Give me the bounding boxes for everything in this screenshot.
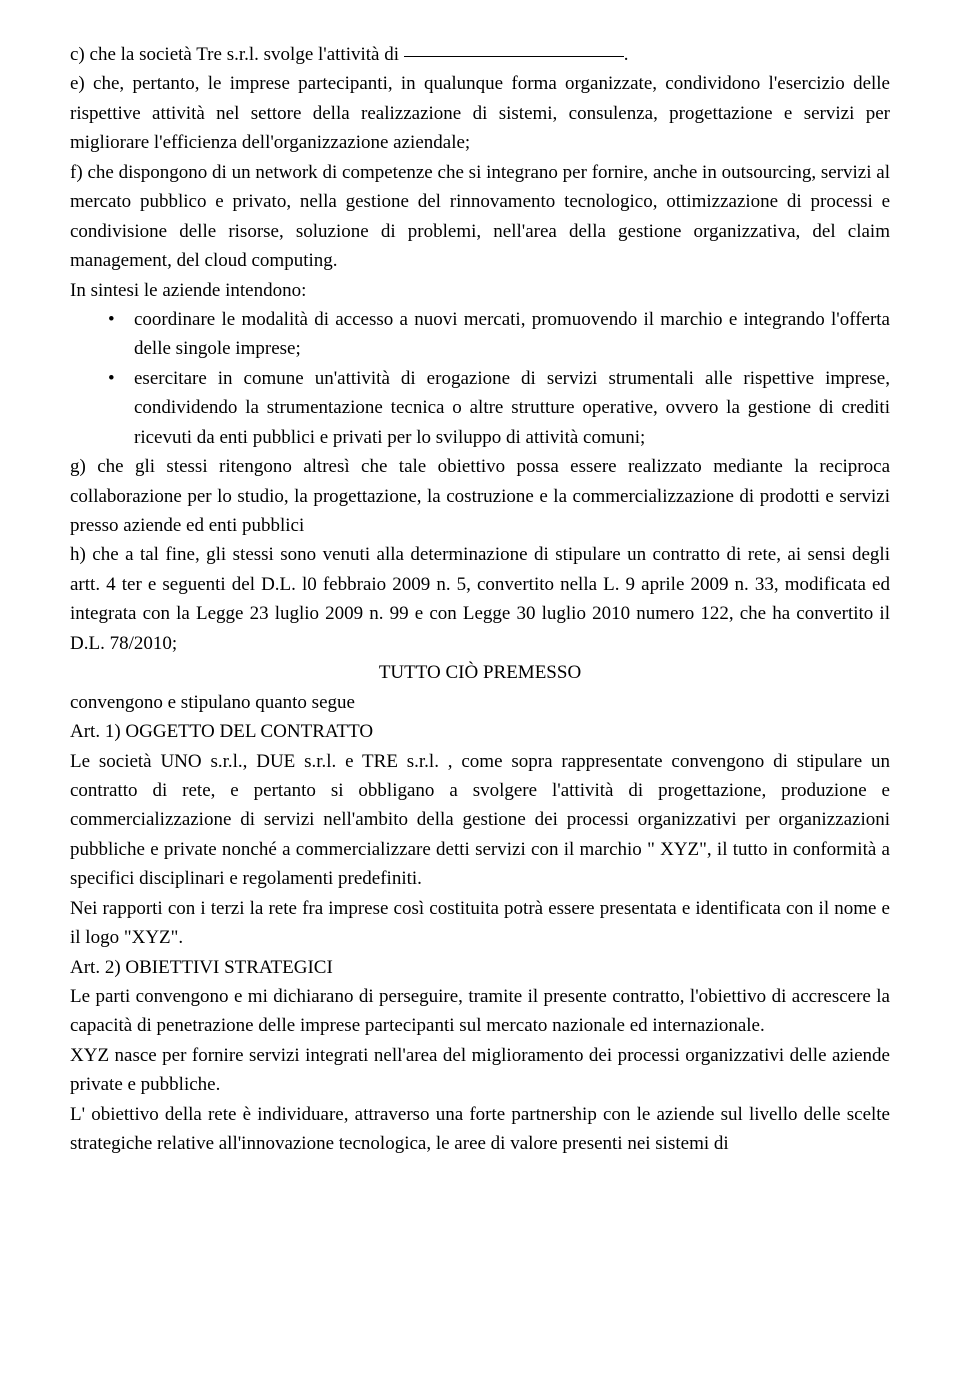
bullet-icon: • bbox=[108, 364, 115, 393]
bullet-icon: • bbox=[108, 305, 115, 334]
line-c-text: c) che la società Tre s.r.l. svolge l'at… bbox=[70, 44, 404, 65]
art1-title: Art. 1) OGGETTO DEL CONTRATTO bbox=[70, 717, 890, 746]
document-page: c) che la società Tre s.r.l. svolge l'at… bbox=[0, 0, 960, 1199]
premesso-heading: TUTTO CIÒ PREMESSO bbox=[70, 658, 890, 687]
list-item-text: esercitare in comune un'attività di erog… bbox=[134, 368, 890, 448]
sintesi-intro: In sintesi le aziende intendono: bbox=[70, 276, 890, 305]
line-c: c) che la società Tre s.r.l. svolge l'at… bbox=[70, 40, 890, 69]
blank-line bbox=[404, 56, 624, 57]
art2-title: Art. 2) OBIETTIVI STRATEGICI bbox=[70, 953, 890, 982]
art2-paragraph-2: XYZ nasce per fornire servizi integrati … bbox=[70, 1041, 890, 1100]
paragraph-f: f) che dispongono di un network di compe… bbox=[70, 158, 890, 276]
art1-paragraph-2: Nei rapporti con i terzi la rete fra imp… bbox=[70, 894, 890, 953]
paragraph-e: e) che, pertanto, le imprese partecipant… bbox=[70, 69, 890, 157]
bullet-list: • coordinare le modalità di accesso a nu… bbox=[70, 305, 890, 452]
paragraph-h: h) che a tal fine, gli stessi sono venut… bbox=[70, 540, 890, 658]
list-item: • coordinare le modalità di accesso a nu… bbox=[108, 305, 890, 364]
art2-paragraph-1: Le parti convengono e mi dichiarano di p… bbox=[70, 982, 890, 1041]
art1-paragraph-1: Le società UNO s.r.l., DUE s.r.l. e TRE … bbox=[70, 747, 890, 894]
list-item: • esercitare in comune un'attività di er… bbox=[108, 364, 890, 452]
paragraph-g: g) che gli stessi ritengono altresì che … bbox=[70, 452, 890, 540]
convengono-line: convengono e stipulano quanto segue bbox=[70, 688, 890, 717]
art2-paragraph-3: L' obiettivo della rete è individuare, a… bbox=[70, 1100, 890, 1159]
list-item-text: coordinare le modalità di accesso a nuov… bbox=[134, 309, 890, 359]
